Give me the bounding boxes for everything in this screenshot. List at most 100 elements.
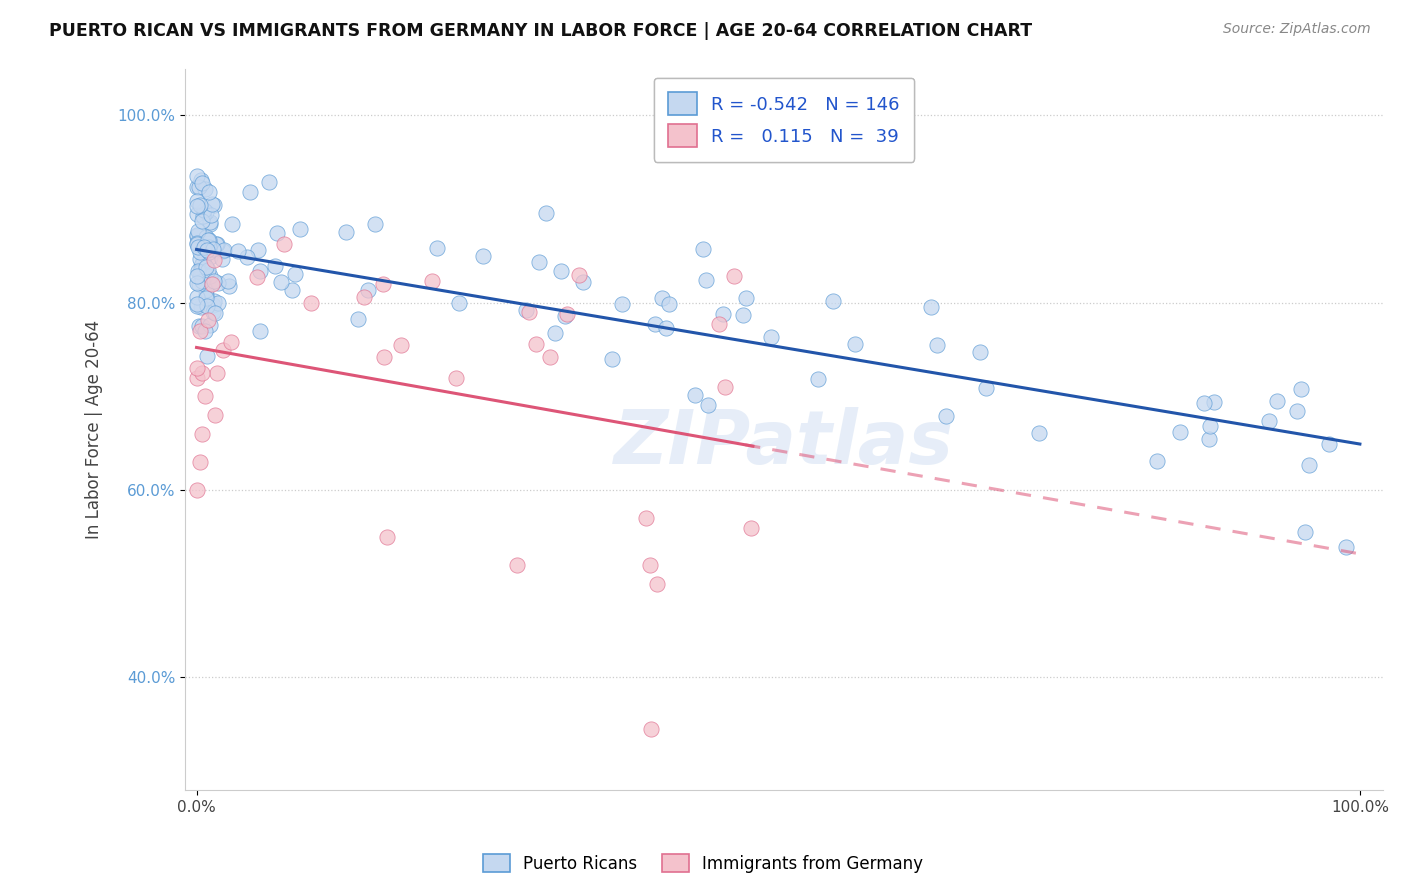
Point [193,202,215,217]
Point [288,221,311,235]
Point [1192,396,1215,410]
Point [935,409,957,423]
Point [734,291,756,305]
Point [188,252,211,266]
Point [347,312,370,326]
Point [186,370,208,384]
Point [187,277,209,291]
Point [420,274,443,288]
Point [426,241,449,255]
Point [195,204,218,219]
Point [807,372,830,386]
Point [259,174,281,188]
Point [644,317,666,331]
Point [191,426,214,441]
Point [246,269,269,284]
Point [197,233,219,247]
Point [186,229,208,244]
Point [202,274,225,288]
Point [974,381,997,395]
Point [195,349,218,363]
Point [1204,395,1226,409]
Point [1317,437,1340,451]
Point [207,276,229,290]
Point [186,290,208,304]
Point [249,324,271,338]
Point [190,173,212,187]
Point [373,351,395,365]
Point [640,722,662,736]
Point [761,330,783,344]
Point [187,263,209,277]
Point [1199,418,1222,433]
Point [191,254,214,268]
Point [202,198,225,212]
Point [205,366,228,380]
Point [645,576,668,591]
Point [186,228,208,243]
Point [555,307,578,321]
Point [713,380,735,394]
Point [186,297,208,311]
Point [188,324,211,338]
Point [695,273,717,287]
Point [568,268,591,283]
Point [527,254,550,268]
Point [187,180,209,194]
Point [186,179,208,194]
Point [191,274,214,288]
Point [284,267,307,281]
Point [186,300,208,314]
Point [1294,525,1316,540]
Text: Source: ZipAtlas.com: Source: ZipAtlas.com [1223,22,1371,37]
Point [371,277,394,292]
Point [1168,425,1191,439]
Point [685,388,707,402]
Text: ZIPatlas: ZIPatlas [614,407,955,480]
Point [217,274,239,288]
Point [197,312,219,326]
Point [194,324,217,338]
Point [207,296,229,310]
Point [1334,540,1357,554]
Point [204,408,226,422]
Point [195,244,218,258]
Point [692,242,714,256]
Point [554,310,576,324]
Point [200,208,222,222]
Point [638,558,661,572]
Point [198,233,221,247]
Point [190,265,212,279]
Point [186,483,208,497]
Point [198,215,221,229]
Point [194,389,217,403]
Text: PUERTO RICAN VS IMMIGRANTS FROM GERMANY IN LABOR FORCE | AGE 20-64 CORRELATION C: PUERTO RICAN VS IMMIGRANTS FROM GERMANY … [49,22,1032,40]
Point [198,268,221,283]
Point [211,244,233,258]
Point [186,361,208,376]
Point [188,455,211,469]
Point [357,283,380,297]
Point [198,240,221,254]
Point [198,318,221,333]
Point [188,265,211,279]
Point [239,186,262,200]
Point [186,236,208,251]
Point [246,243,269,257]
Point [194,181,217,195]
Point [375,530,398,544]
Point [190,260,212,274]
Point [197,262,219,277]
Point [823,293,845,308]
Point [707,318,730,332]
Point [249,264,271,278]
Point [550,263,572,277]
Point [740,520,762,534]
Point [190,177,212,191]
Point [191,318,214,333]
Point [190,300,212,314]
Point [202,305,225,319]
Point [195,292,218,306]
Point [186,269,208,284]
Point [195,299,218,313]
